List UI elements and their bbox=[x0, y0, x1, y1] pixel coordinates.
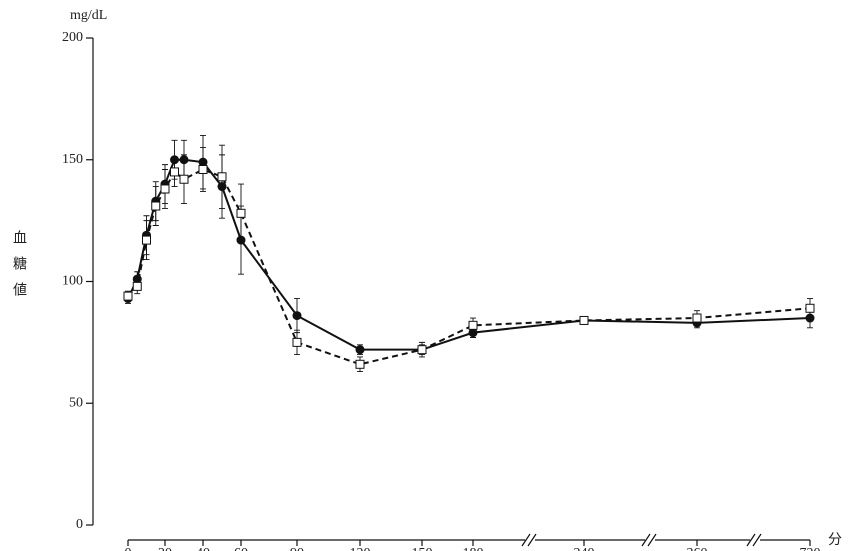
y-tick-label: 150 bbox=[62, 152, 83, 167]
axis-break bbox=[746, 533, 756, 547]
axis-break bbox=[647, 533, 657, 547]
marker bbox=[292, 311, 302, 321]
marker bbox=[217, 172, 227, 182]
marker bbox=[468, 320, 478, 330]
x-tick-label: 720 bbox=[800, 546, 821, 551]
axis-break bbox=[752, 533, 762, 547]
x-tick-label: 180 bbox=[463, 546, 484, 551]
x-tick-label: 20 bbox=[158, 546, 172, 551]
x-tick-label: 90 bbox=[290, 546, 304, 551]
marker bbox=[179, 174, 189, 184]
series-line bbox=[127, 168, 811, 366]
marker bbox=[123, 291, 133, 301]
marker bbox=[579, 315, 589, 325]
marker bbox=[292, 337, 302, 347]
axis-break bbox=[641, 533, 651, 547]
x-tick-label: 150 bbox=[412, 546, 433, 551]
marker bbox=[142, 235, 151, 245]
axis-break bbox=[521, 533, 531, 547]
marker bbox=[160, 184, 170, 194]
y-tick-label: 200 bbox=[62, 30, 83, 45]
marker bbox=[151, 201, 161, 211]
marker bbox=[198, 164, 208, 174]
x-tick-label: 40 bbox=[196, 546, 210, 551]
y-unit: mg/dL bbox=[70, 8, 107, 23]
marker bbox=[236, 208, 246, 218]
y-axis-label: 血糖値 bbox=[11, 230, 26, 308]
marker bbox=[805, 303, 815, 313]
axis-break bbox=[527, 533, 537, 547]
x-tick-label: 120 bbox=[350, 546, 371, 551]
x-tick-label: 0 bbox=[125, 546, 132, 551]
marker bbox=[417, 345, 427, 355]
marker bbox=[355, 345, 365, 355]
y-tick-label: 0 bbox=[76, 517, 83, 532]
x-tick-label: 240 bbox=[574, 546, 595, 551]
x-unit: 分 bbox=[828, 532, 842, 548]
x-tick-label: 360 bbox=[687, 546, 708, 551]
y-tick-label: 50 bbox=[69, 395, 83, 410]
marker bbox=[132, 281, 142, 291]
x-tick-label: 60 bbox=[234, 546, 248, 551]
marker bbox=[355, 359, 365, 369]
y-tick-label: 100 bbox=[62, 274, 83, 289]
marker bbox=[692, 313, 702, 323]
marker bbox=[170, 167, 179, 177]
